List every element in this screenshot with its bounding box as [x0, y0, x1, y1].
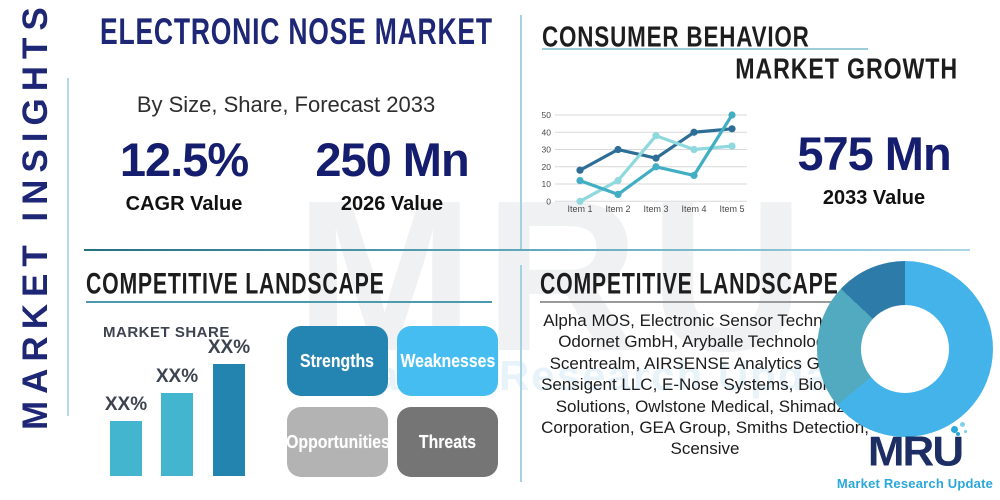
page-subtitle: By Size, Share, Forecast 2033	[136, 92, 436, 117]
stat-cagr-value: 12.5%	[119, 133, 249, 186]
svg-text:50: 50	[542, 110, 552, 120]
market-share-bar-label: XX%	[155, 366, 199, 387]
heading-competitive-landscape-right: COMPETITIVE LANDSCAPE	[540, 267, 839, 300]
market-share-bar-label: XX%	[104, 394, 148, 415]
heading-market-growth: MARKET GROWTH	[735, 53, 958, 85]
vertical-divider-bottom	[520, 265, 522, 482]
stat-cagr-label: CAGR Value	[125, 193, 243, 215]
svg-text:Item 1: Item 1	[567, 204, 592, 214]
swot-weaknesses-box: Weaknesses	[397, 326, 498, 396]
page-title: ELECTRONIC NOSE MARKET	[100, 11, 493, 53]
stat-cagr: 12.5% CAGR Value	[108, 132, 260, 216]
sidebar-divider-line	[67, 78, 69, 416]
market-share-bar	[161, 393, 193, 476]
market-share-title: MARKET SHARE	[103, 324, 230, 341]
svg-text:0: 0	[546, 196, 551, 206]
swot-threats-box: Threats	[397, 407, 498, 477]
stat-2026-label: 2026 Value	[340, 193, 444, 215]
vertical-divider-top	[520, 15, 522, 249]
consumer-behavior-underline	[542, 48, 868, 50]
horizontal-section-divider	[84, 249, 970, 251]
competitive-landscape-left-underline	[86, 301, 492, 303]
stat-2033: 575 Mn 2033 Value	[788, 126, 960, 210]
svg-text:Item 5: Item 5	[719, 204, 744, 214]
brand-logo: MRU Market Research Update	[833, 422, 997, 491]
market-share-donut-chart	[817, 261, 993, 437]
svg-text:Item 4: Item 4	[681, 204, 706, 214]
swot-grid: Strengths Weaknesses Opportunities Threa…	[286, 326, 498, 478]
svg-text:20: 20	[542, 162, 552, 172]
svg-text:30: 30	[542, 145, 552, 155]
market-share-bar	[213, 364, 245, 476]
swot-opportunities-box: Opportunities	[286, 407, 389, 477]
market-share-bar	[110, 421, 142, 476]
sidebar-vertical-title: MARKET INSIGHTS	[16, 0, 55, 430]
svg-text:Item 2: Item 2	[605, 204, 630, 214]
svg-text:10: 10	[542, 179, 552, 189]
stat-2026: 250 Mn 2026 Value	[312, 132, 472, 216]
market-share-bar-chart: XX% XX% XX%	[95, 336, 265, 476]
stat-2033-label: 2033 Value	[822, 187, 926, 209]
brand-tagline: Market Research Update	[836, 476, 994, 491]
svg-text:Item 3: Item 3	[643, 204, 668, 214]
heading-consumer-behavior: CONSUMER BEHAVIOR	[542, 21, 810, 53]
svg-text:40: 40	[542, 127, 552, 137]
competitive-landscape-right-underline	[540, 301, 872, 303]
donut-hole	[861, 305, 949, 393]
stat-2026-value: 250 Mn	[315, 133, 469, 186]
heading-competitive-landscape-left: COMPETITIVE LANDSCAPE	[86, 267, 385, 300]
market-share-bar-label: XX%	[207, 337, 251, 358]
brand-logo-text: MRU	[867, 428, 964, 475]
company-list: Alpha MOS, Electronic Sensor Technology,…	[541, 311, 869, 459]
swot-strengths-box: Strengths	[287, 326, 388, 396]
stat-2033-value: 575 Mn	[797, 127, 951, 180]
market-growth-line-chart: 0 10 20 30 40 50 Item 1 Item 2 Item 3 Item 4 Item …	[542, 110, 747, 214]
